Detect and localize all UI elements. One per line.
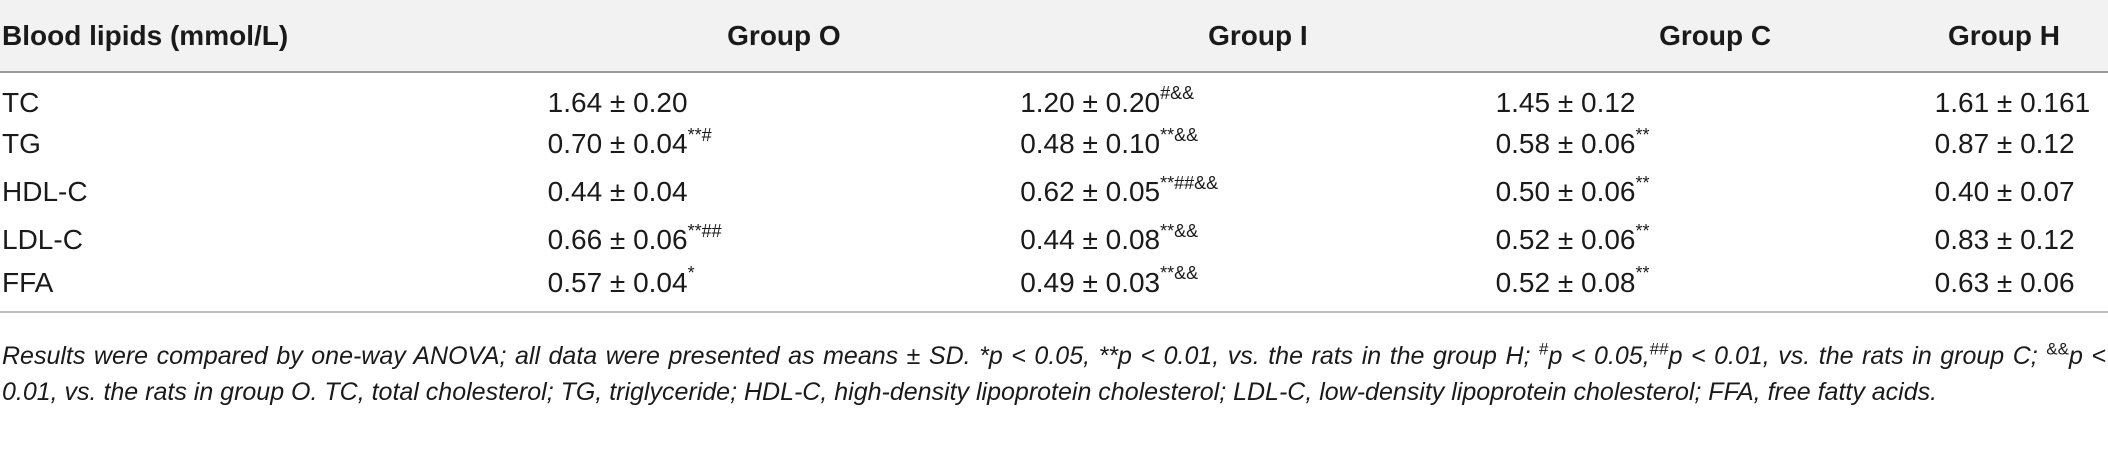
cell-group-o: 0.57 ± 0.04* xyxy=(547,263,1021,313)
significance-marker: **&& xyxy=(1160,220,1199,241)
footnote-symbol: && xyxy=(2046,339,2069,359)
cell-group-c: 0.52 ± 0.08** xyxy=(1495,263,1935,313)
cell-value: 0.44 ± 0.08 xyxy=(1020,224,1161,255)
cell-value: 1.61 ± 0.161 xyxy=(1934,86,2091,118)
cell-group-i: 0.44 ± 0.08**&& xyxy=(1020,216,1495,264)
cell-group-h: 0.83 ± 0.12 xyxy=(1935,216,2108,264)
table-row: TC 1.64 ± 0.20 1.20 ± 0.20#&& 1.45 ± 0.12 1.… xyxy=(0,72,2108,120)
footnote-text: p < 0.01, vs. the rats in group C; xyxy=(1668,342,2047,370)
footnote-text: p < 0.01, vs. the rats in group O. TC, t… xyxy=(2,342,2106,406)
row-label: TG xyxy=(2,128,41,159)
table-row: HDL-C 0.44 ± 0.04 0.62 ± 0.05**##&& 0.50 ± … xyxy=(0,168,2108,216)
header-row: Blood lipids (mmol/L) Group O Group I Gr… xyxy=(0,0,2108,73)
cell-value: 0.66 ± 0.06 xyxy=(547,224,688,255)
row-label: HDL-C xyxy=(2,176,88,207)
header-group-i: Group I xyxy=(1020,0,1496,73)
cell-group-c: 1.45 ± 0.12 xyxy=(1496,72,1935,120)
cell-value: 0.83 ± 0.12 xyxy=(1934,224,2075,255)
cell-group-i: 0.48 ± 0.10**&& xyxy=(1020,120,1495,168)
cell-value: 0.52 ± 0.08 xyxy=(1495,266,1636,298)
header-group-c: Group C xyxy=(1495,0,1935,73)
significance-marker: **##&& xyxy=(1160,172,1219,193)
row-label: FFA xyxy=(0,264,548,313)
cell-group-o: 0.70 ± 0.04**# xyxy=(548,120,1021,168)
footnote-text: Results were compared by one-way ANOVA; … xyxy=(2,342,1539,370)
header-group-h: Group H xyxy=(1934,0,2108,73)
table-footnote: Results were compared by one-way ANOVA; … xyxy=(2,338,2106,410)
cell-value: 0.40 ± 0.07 xyxy=(1934,176,2075,207)
significance-marker: **&& xyxy=(1160,124,1199,145)
cell-value: 1.20 ± 0.20 xyxy=(1020,86,1161,118)
blood-lipids-table: Blood lipids (mmol/L) Group O Group I Gr… xyxy=(0,0,2108,313)
cell-group-o: 0.66 ± 0.06**## xyxy=(548,216,1021,264)
significance-marker: **## xyxy=(687,220,722,241)
cell-value: 0.57 ± 0.04 xyxy=(547,266,688,298)
row-label: LDL-C xyxy=(2,224,83,255)
cell-value: 0.48 ± 0.10 xyxy=(1020,128,1161,159)
significance-marker: **&& xyxy=(1160,263,1199,284)
significance-marker: ** xyxy=(1635,124,1650,145)
cell-value: 0.50 ± 0.06 xyxy=(1495,176,1636,207)
cell-value: 0.70 ± 0.04 xyxy=(547,128,688,159)
significance-marker: ** xyxy=(1635,263,1650,284)
significance-marker: * xyxy=(687,263,695,284)
cell-group-i: 1.20 ± 0.20#&& xyxy=(1020,72,1495,120)
footnote-text: p < 0.05, xyxy=(1548,342,1650,370)
header-blood-lipids: Blood lipids (mmol/L) xyxy=(0,0,548,73)
cell-value: 0.63 ± 0.06 xyxy=(1934,266,2075,298)
footnote-symbol: ## xyxy=(1649,339,1669,359)
cell-group-h: 0.63 ± 0.06 xyxy=(1934,264,2108,313)
cell-value: 0.49 ± 0.03 xyxy=(1020,266,1161,298)
cell-group-o: 0.44 ± 0.04 xyxy=(548,168,1021,216)
cell-group-i: 0.62 ± 0.05**##&& xyxy=(1020,168,1495,216)
cell-value: 0.87 ± 0.12 xyxy=(1934,128,2075,159)
cell-group-o: 1.64 ± 0.20 xyxy=(548,72,1021,120)
cell-group-c: 0.50 ± 0.06** xyxy=(1496,168,1935,216)
cell-value: 1.64 ± 0.20 xyxy=(547,86,688,118)
row-label: TC xyxy=(2,86,40,118)
significance-marker: **# xyxy=(687,124,712,145)
cell-value: 1.45 ± 0.12 xyxy=(1495,86,1636,118)
cell-group-h: 0.87 ± 0.12 xyxy=(1935,120,2108,168)
cell-value: 0.58 ± 0.06 xyxy=(1495,128,1636,159)
significance-marker: ** xyxy=(1635,220,1650,241)
table-row: LDL-C 0.66 ± 0.06**## 0.44 ± 0.08**&& 0.52 … xyxy=(0,216,2108,264)
cell-group-h: 1.61 ± 0.161 xyxy=(1935,72,2108,120)
footnote-symbol: # xyxy=(1539,339,1549,359)
significance-marker: ** xyxy=(1635,172,1650,193)
cell-group-h: 0.40 ± 0.07 xyxy=(1935,168,2108,216)
table-row: TG 0.70 ± 0.04**# 0.48 ± 0.10**&& 0.58 ± 0.… xyxy=(0,120,2108,168)
cell-value: 0.52 ± 0.06 xyxy=(1495,224,1636,255)
cell-group-i: 0.49 ± 0.03**&& xyxy=(1020,263,1496,313)
cell-group-c: 0.58 ± 0.06** xyxy=(1496,120,1935,168)
table-row: FFA 0.57 ± 0.04* 0.49 ± 0.03**&& 0.52 ± 0.0… xyxy=(0,263,2108,313)
cell-value: 0.44 ± 0.04 xyxy=(547,176,688,207)
cell-value: 0.62 ± 0.05 xyxy=(1020,176,1161,207)
significance-marker: #&& xyxy=(1160,83,1195,104)
cell-group-c: 0.52 ± 0.06** xyxy=(1496,216,1935,264)
header-group-o: Group O xyxy=(547,0,1021,73)
